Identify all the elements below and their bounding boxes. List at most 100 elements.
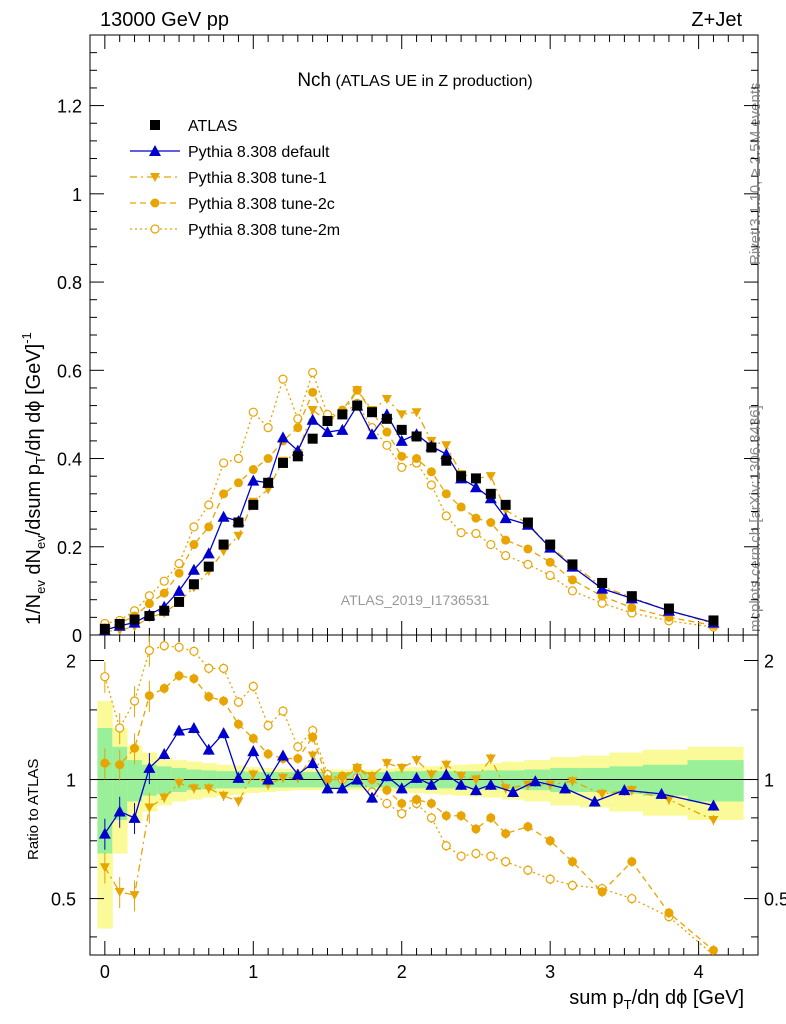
main-point-pythia-8-308-tune-2c — [545, 557, 555, 567]
ratio-point-pythia-8-308-tune-1 — [159, 793, 170, 803]
ratio-point-pythia-8-308-tune-2m — [219, 663, 229, 673]
main-point-pythia-8-308-tune-1 — [381, 394, 392, 404]
ratio-point-pythia-8-308-tune-2c — [233, 719, 243, 729]
ratio-point-pythia-8-308-default — [128, 811, 141, 823]
main-point-pythia-8-308-default — [276, 431, 289, 443]
ratio-band-inner — [642, 764, 688, 796]
main-point-pythia-8-308-tune-2m — [263, 423, 273, 433]
ratio-point-pythia-8-308-default — [187, 721, 200, 733]
main-point-pythia-8-308-tune-2c — [159, 588, 169, 598]
ratio-point-pythia-8-308-default — [202, 743, 215, 755]
main-point-pythia-8-308-tune-2c — [382, 427, 392, 437]
main-point-pythia-8-308-tune-2c — [397, 451, 407, 461]
ratio-point-pythia-8-308-tune-2m — [293, 742, 303, 752]
main-point-atlas — [203, 561, 214, 572]
ratio-point-pythia-8-308-tune-2m — [204, 663, 214, 673]
main-point-pythia-8-308-tune-2c — [189, 540, 199, 550]
main-point-atlas — [545, 539, 556, 550]
main-point-pythia-8-308-tune-1 — [352, 386, 363, 396]
main-point-pythia-8-308-tune-2m — [159, 576, 169, 586]
main-point-pythia-8-308-tune-2m — [456, 528, 466, 538]
main-point-pythia-8-308-tune-2c — [501, 535, 511, 545]
ratio-y-tick-label: 2 — [66, 651, 76, 671]
main-point-atlas — [159, 605, 170, 616]
ratio-point-pythia-8-308-default — [98, 827, 111, 839]
main-point-pythia-8-308-tune-2c — [567, 575, 577, 585]
main-point-pythia-8-308-default — [596, 582, 609, 594]
main-point-pythia-8-308-tune-1 — [396, 410, 407, 420]
ratio-point-pythia-8-308-tune-2m — [545, 874, 555, 884]
ratio-plot-frame — [89, 634, 759, 956]
ratio-point-pythia-8-308-tune-1 — [233, 797, 244, 807]
main-point-atlas — [337, 409, 348, 420]
ratio-point-pythia-8-308-tune-1 — [144, 803, 155, 813]
legend-marker-pythia-8-308-default — [149, 145, 161, 156]
ratio-y-tick-label: 0.5 — [51, 890, 76, 910]
ratio-point-pythia-8-308-default — [507, 785, 520, 797]
ratio-point-pythia-8-308-tune-1 — [470, 775, 481, 785]
ratio-point-pythia-8-308-tune-1 — [203, 784, 214, 794]
ratio-point-pythia-8-308-tune-2c — [293, 754, 303, 764]
x-tick-label: 4 — [694, 962, 704, 982]
ratio-point-pythia-8-308-tune-2c — [456, 811, 466, 821]
main-point-atlas — [248, 499, 259, 510]
main-point-atlas — [263, 477, 274, 488]
main-point-atlas — [114, 618, 125, 629]
ratio-point-pythia-8-308-default — [247, 745, 260, 757]
ratio-point-pythia-8-308-tune-2m — [263, 720, 273, 731]
ratio-point-pythia-8-308-default — [291, 768, 304, 780]
main-point-pythia-8-308-tune-2m — [567, 586, 578, 596]
ratio-point-pythia-8-308-tune-1 — [708, 816, 719, 826]
ratio-point-pythia-8-308-tune-2m — [441, 841, 451, 851]
ratio-point-pythia-8-308-tune-2c — [708, 945, 718, 955]
legend-label-pythia-8-308-tune-2c: Pythia 8.308 tune-2c — [188, 196, 335, 213]
ratio-point-pythia-8-308-tune-1 — [456, 772, 467, 782]
main-point-atlas — [277, 457, 288, 468]
plot-title-sub: (ATLAS UE in Z production) — [331, 73, 533, 90]
ratio-y-tick-label: 1 — [66, 771, 76, 791]
main-point-pythia-8-308-tune-1 — [233, 531, 244, 541]
ratio-point-pythia-8-308-default — [655, 787, 668, 799]
ratio-point-pythia-8-308-tune-1 — [597, 789, 608, 799]
ratio-point-pythia-8-308-tune-2m — [501, 857, 511, 867]
header-left: 13000 GeV pp — [100, 9, 229, 31]
ratio-point-pythia-8-308-tune-2m — [233, 697, 244, 707]
main-y-tick-label: 0.8 — [57, 273, 82, 293]
main-point-atlas — [411, 431, 422, 442]
main-point-pythia-8-308-tune-2m — [278, 374, 288, 384]
ratio-point-pythia-8-308-default — [366, 791, 379, 803]
main-point-pythia-8-308-tune-2c — [204, 522, 214, 532]
plot-title-main: Nch — [297, 70, 331, 91]
main-point-pythia-8-308-tune-1 — [485, 472, 496, 482]
main-point-pythia-8-308-tune-2m — [486, 539, 496, 550]
ratio-point-pythia-8-308-default — [143, 761, 156, 773]
ratio-point-pythia-8-308-tune-2c — [486, 813, 496, 823]
ratio-point-pythia-8-308-default — [410, 771, 423, 783]
main-y-tick-label: 1.2 — [57, 97, 82, 117]
main-point-pythia-8-308-default — [499, 512, 512, 524]
ratio-point-pythia-8-308-tune-1 — [426, 770, 437, 780]
ratio-point-pythia-8-308-tune-2m — [129, 696, 140, 706]
main-y-tick-label: 1 — [72, 185, 82, 205]
ratio-point-pythia-8-308-tune-2c — [263, 749, 273, 759]
ratio-point-pythia-8-308-tune-1 — [485, 754, 496, 764]
main-point-pythia-8-308-tune-2m — [233, 453, 244, 464]
main-point-pythia-8-308-default — [247, 474, 260, 486]
ratio-point-pythia-8-308-tune-2c — [144, 691, 154, 701]
ratio-point-pythia-8-308-tune-2c — [545, 836, 555, 846]
main-point-atlas — [307, 433, 318, 444]
ratio-point-pythia-8-308-default — [529, 775, 542, 787]
main-point-pythia-8-308-tune-2c — [219, 489, 229, 499]
main-point-atlas — [99, 623, 110, 634]
main-point-pythia-8-308-tune-2m — [189, 522, 199, 532]
ratio-point-pythia-8-308-default — [440, 768, 453, 780]
main-point-pythia-8-308-tune-2m — [144, 591, 154, 601]
ratio-point-pythia-8-308-tune-2c — [567, 857, 577, 867]
ratio-point-pythia-8-308-tune-2c — [115, 760, 125, 770]
ratio-point-pythia-8-308-tune-1 — [307, 751, 318, 761]
main-point-pythia-8-308-default — [321, 426, 334, 438]
main-point-pythia-8-308-tune-2c — [441, 489, 451, 499]
ratio-point-pythia-8-308-tune-1 — [188, 784, 199, 794]
ratio-point-pythia-8-308-default — [618, 784, 631, 796]
